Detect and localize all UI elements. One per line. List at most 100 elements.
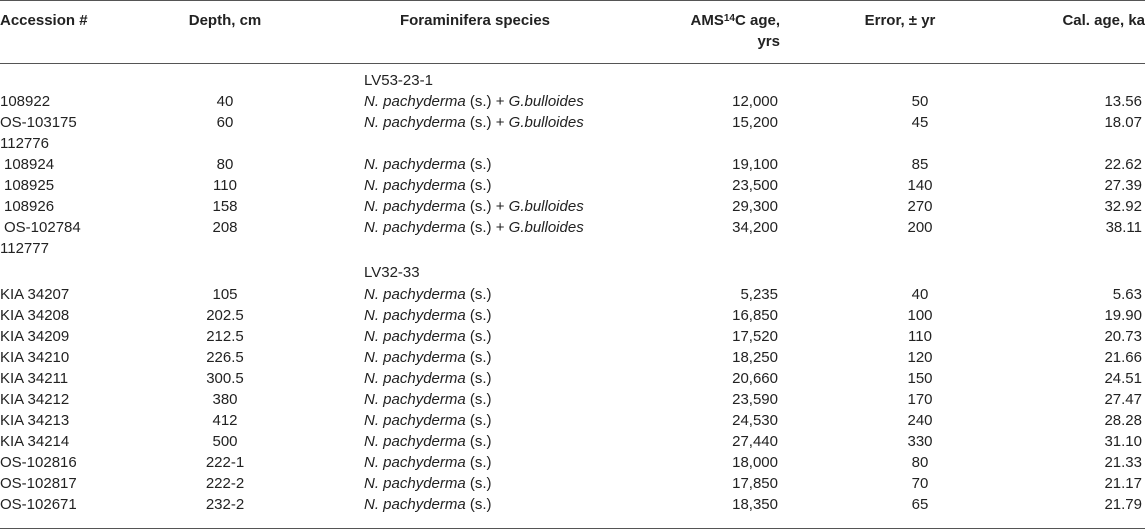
table-row: 108926 158 N. pachyderma (s.) + G.bulloi…: [0, 196, 1145, 217]
cell-accession: KIA 34212: [0, 391, 70, 408]
cell-accession: KIA 34213: [0, 412, 70, 429]
header-depth: Depth, cm: [188, 12, 262, 29]
species-s: (s.): [465, 433, 492, 450]
cell-cal-age: 28.28: [1104, 412, 1142, 429]
species-np: N. pachyderma: [364, 328, 466, 345]
header-cal-age: Cal. age, ka: [1062, 12, 1145, 29]
cell-depth: 158: [212, 198, 238, 215]
cell-accession: OS-102671: [0, 496, 77, 513]
cell-species: N. pachyderma (s.): [364, 305, 492, 326]
cell-cal-age: 18.07: [1104, 114, 1142, 131]
cell-ams-age: 27,440: [732, 433, 778, 450]
species-np: N. pachyderma: [364, 307, 466, 324]
species-s: (s.): [465, 177, 492, 194]
cell-error: 50: [911, 93, 929, 110]
species-plus: +: [491, 219, 509, 236]
species-gb: G.bulloides: [508, 219, 584, 236]
cell-error: 140: [907, 177, 933, 194]
species-s: (s.): [465, 328, 492, 345]
cell-ams-age: 12,000: [732, 93, 778, 110]
table-row: KIA 34207 105 N. pachyderma (s.) 5,235 4…: [0, 284, 1145, 305]
table-row: KIA 34208 202.5 N. pachyderma (s.) 16,85…: [0, 305, 1145, 326]
table-row: KIA 34214 500 N. pachyderma (s.) 27,440 …: [0, 431, 1145, 452]
cell-species: N. pachyderma (s.) + G.bulloides: [364, 91, 584, 112]
header-accession: Accession #: [0, 12, 88, 29]
cell-accession: OS-102816: [0, 454, 77, 471]
cell-ams-age: 24,530: [732, 412, 778, 429]
standalone-accession: 112777: [0, 240, 49, 257]
cell-species: N. pachyderma (s.): [364, 410, 492, 431]
species-s: (s.): [465, 307, 492, 324]
cell-depth: 208: [212, 219, 238, 236]
table-row: KIA 34213 412 N. pachyderma (s.) 24,530 …: [0, 410, 1145, 431]
cell-cal-age: 5.63: [1112, 286, 1142, 303]
species-np: N. pachyderma: [364, 412, 466, 429]
cell-depth: 232-2: [205, 496, 245, 513]
cell-accession: KIA 34208: [0, 307, 70, 324]
cell-species: N. pachyderma (s.): [364, 389, 492, 410]
cell-accession: 108924: [4, 156, 55, 173]
cell-error: 330: [907, 433, 933, 450]
cell-cal-age: 21.66: [1104, 349, 1142, 366]
table-row: OS-103175 60 N. pachyderma (s.) + G.bull…: [0, 112, 1145, 133]
header-species: Foraminifera species: [399, 12, 551, 29]
cell-depth: 300.5: [206, 370, 244, 387]
species-np: N. pachyderma: [364, 286, 466, 303]
species-s: (s.): [465, 454, 492, 471]
cell-species: N. pachyderma (s.): [364, 154, 492, 175]
cell-species: N. pachyderma (s.): [364, 431, 492, 452]
species-np: N. pachyderma: [364, 454, 466, 471]
cell-species: N. pachyderma (s.): [364, 368, 492, 389]
cell-error: 40: [911, 286, 929, 303]
section-label-lv53: LV53-23-1: [364, 72, 433, 89]
cell-accession: OS-102784: [4, 219, 81, 236]
species-gb: G.bulloides: [508, 93, 584, 110]
cell-ams-age: 19,100: [732, 156, 778, 173]
cell-depth: 212.5: [206, 328, 244, 345]
table-row: OS-102784 208 N. pachyderma (s.) + G.bul…: [0, 217, 1145, 238]
table-row: 108922 40 N. pachyderma (s.) + G.bulloid…: [0, 91, 1145, 112]
species-np: N. pachyderma: [364, 349, 466, 366]
species-np: N. pachyderma: [364, 370, 466, 387]
species-s: (s.): [465, 412, 492, 429]
cell-ams-age: 18,350: [732, 496, 778, 513]
cell-ams-age: 20,660: [732, 370, 778, 387]
species-s: (s.): [465, 219, 492, 236]
cell-depth: 80: [216, 156, 234, 173]
cell-depth: 380: [212, 391, 238, 408]
cell-ams-age: 18,000: [732, 454, 778, 471]
cell-cal-age: 32.92: [1104, 198, 1142, 215]
cell-cal-age: 21.33: [1104, 454, 1142, 471]
species-np: N. pachyderma: [364, 391, 466, 408]
species-gb: G.bulloides: [508, 114, 584, 131]
cell-ams-age: 15,200: [732, 114, 778, 131]
cell-depth: 222-1: [205, 454, 245, 471]
cell-error: 150: [907, 370, 933, 387]
cell-cal-age: 21.79: [1104, 496, 1142, 513]
cell-accession: KIA 34214: [0, 433, 70, 450]
cell-accession: 108922: [0, 93, 51, 110]
cell-ams-age: 34,200: [732, 219, 778, 236]
table-row: KIA 34209 212.5 N. pachyderma (s.) 17,52…: [0, 326, 1145, 347]
table-row: OS-102816 222-1 N. pachyderma (s.) 18,00…: [0, 452, 1145, 473]
cell-cal-age: 21.17: [1104, 475, 1142, 492]
table-row: 108925 110 N. pachyderma (s.) 23,500 140…: [0, 175, 1145, 196]
species-s: (s.): [465, 391, 492, 408]
section-label-lv32: LV32-33: [364, 264, 420, 281]
header-ams-pre: AMS: [690, 12, 724, 29]
cell-ams-age: 18,250: [732, 349, 778, 366]
cell-cal-age: 22.62: [1104, 156, 1142, 173]
cell-accession: KIA 34210: [0, 349, 70, 366]
table-row: KIA 34212 380 N. pachyderma (s.) 23,590 …: [0, 389, 1145, 410]
cell-depth: 40: [216, 93, 234, 110]
header-ams-line2: yrs: [757, 33, 780, 50]
cell-depth: 110: [213, 177, 237, 194]
cell-species: N. pachyderma (s.): [364, 494, 492, 515]
species-np: N. pachyderma: [364, 93, 466, 110]
header-error: Error, ± yr: [864, 12, 936, 29]
species-s: (s.): [465, 93, 492, 110]
table-top-rule: [0, 0, 1145, 1]
cell-error: 240: [907, 412, 933, 429]
cell-error: 65: [911, 496, 929, 513]
species-s: (s.): [465, 370, 492, 387]
